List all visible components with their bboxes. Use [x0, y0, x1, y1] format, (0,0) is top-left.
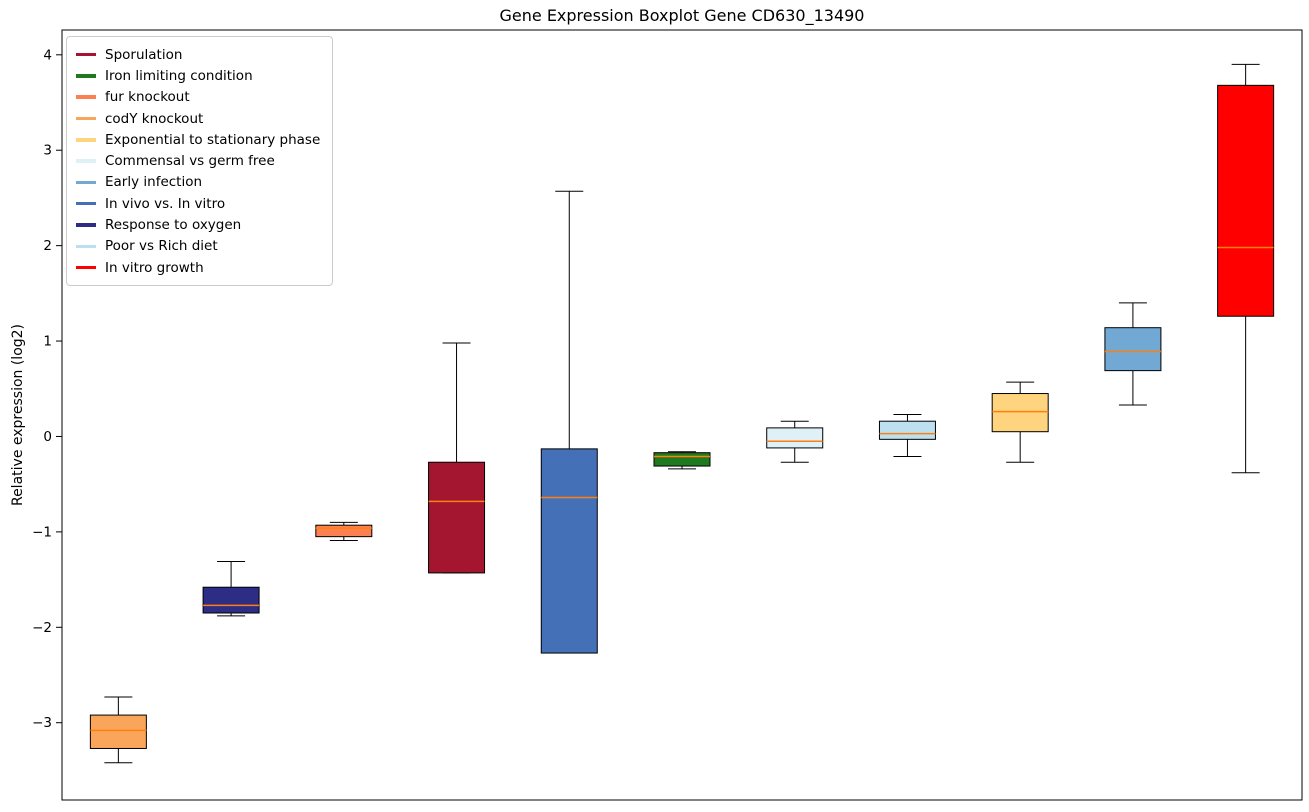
box-sporulation: [428, 342, 486, 574]
y-tick-label: 0: [43, 429, 52, 445]
box-poor-vs-rich-diet: [878, 414, 936, 458]
box-rect: [540, 448, 598, 654]
box-fur-knockout: [315, 521, 373, 541]
legend-item: Iron limiting condition: [76, 65, 320, 86]
legend-swatch: [76, 265, 96, 270]
legend-label: fur knockout: [105, 89, 190, 106]
legend-swatch: [76, 159, 96, 163]
legend-swatch: [76, 244, 96, 249]
legend-label: Commensal vs germ free: [105, 153, 275, 170]
legend-item: fur knockout: [76, 87, 320, 108]
legend-item: Poor vs Rich diet: [76, 236, 320, 257]
legend-swatch: [76, 201, 96, 206]
box-rect: [1104, 327, 1162, 372]
box-commensal-vs-germ-free: [766, 420, 824, 463]
axes-frame: [61, 29, 1303, 801]
legend-item: codY knockout: [76, 108, 320, 129]
legend-label: Iron limiting condition: [105, 67, 253, 84]
y-tick-label: −3: [32, 715, 52, 731]
box-rect: [653, 452, 711, 467]
legend-label: Response to oxygen: [105, 217, 242, 234]
legend-item: Response to oxygen: [76, 214, 320, 235]
legend-label: codY knockout: [105, 110, 204, 127]
box-rect: [315, 524, 373, 538]
legend-label: Exponential to stationary phase: [105, 131, 321, 148]
chart-title: Gene Expression Boxplot Gene CD630_13490: [499, 6, 865, 25]
legend-label: Sporulation: [105, 46, 183, 63]
legend-swatch: [76, 180, 96, 185]
legend-item: Exponential to stationary phase: [76, 129, 320, 150]
y-tick-label: 4: [43, 47, 52, 63]
legend-swatch: [76, 52, 96, 57]
legend-label: Poor vs Rich diet: [105, 238, 218, 255]
box-rect: [991, 393, 1049, 433]
legend-item: In vivo vs. In vitro: [76, 193, 320, 214]
legend-swatch: [76, 74, 96, 78]
legend-item: Commensal vs germ free: [76, 150, 320, 171]
box-iron-limiting-condition: [653, 451, 711, 470]
legend-swatch: [76, 95, 96, 99]
box-rect: [1217, 84, 1275, 317]
legend-label: Early infection: [105, 174, 203, 191]
box-exponential-to-stationary-phase: [991, 381, 1049, 463]
y-tick-label: 2: [43, 238, 52, 254]
y-tick-label: 3: [43, 143, 52, 159]
legend-item: Sporulation: [76, 44, 320, 65]
box-rect: [89, 714, 147, 749]
y-tick-label: 1: [43, 334, 52, 350]
legend: Sporulation Iron limiting condition fur kn…: [66, 36, 334, 287]
legend-swatch: [76, 116, 96, 121]
y-tick-label: −2: [32, 620, 52, 636]
legend-item: In vitro growth: [76, 257, 320, 278]
box-early-infection: [1104, 302, 1162, 406]
legend-label: In vitro growth: [105, 259, 204, 276]
box-rect: [202, 586, 260, 614]
box-cody-knockout: [89, 696, 147, 764]
legend-swatch: [76, 223, 96, 227]
legend-item: Early infection: [76, 172, 320, 193]
box-rect: [428, 461, 486, 574]
legend-swatch: [76, 138, 96, 142]
box-rect: [878, 420, 936, 440]
box-response-to-oxygen: [202, 560, 260, 617]
box-in-vitro-growth: [1217, 63, 1275, 474]
legend-label: In vivo vs. In vitro: [105, 195, 226, 212]
y-tick-label: −1: [32, 524, 52, 540]
box-rect: [766, 427, 824, 449]
box-in-vivo-vs-in-vitro: [540, 190, 598, 654]
